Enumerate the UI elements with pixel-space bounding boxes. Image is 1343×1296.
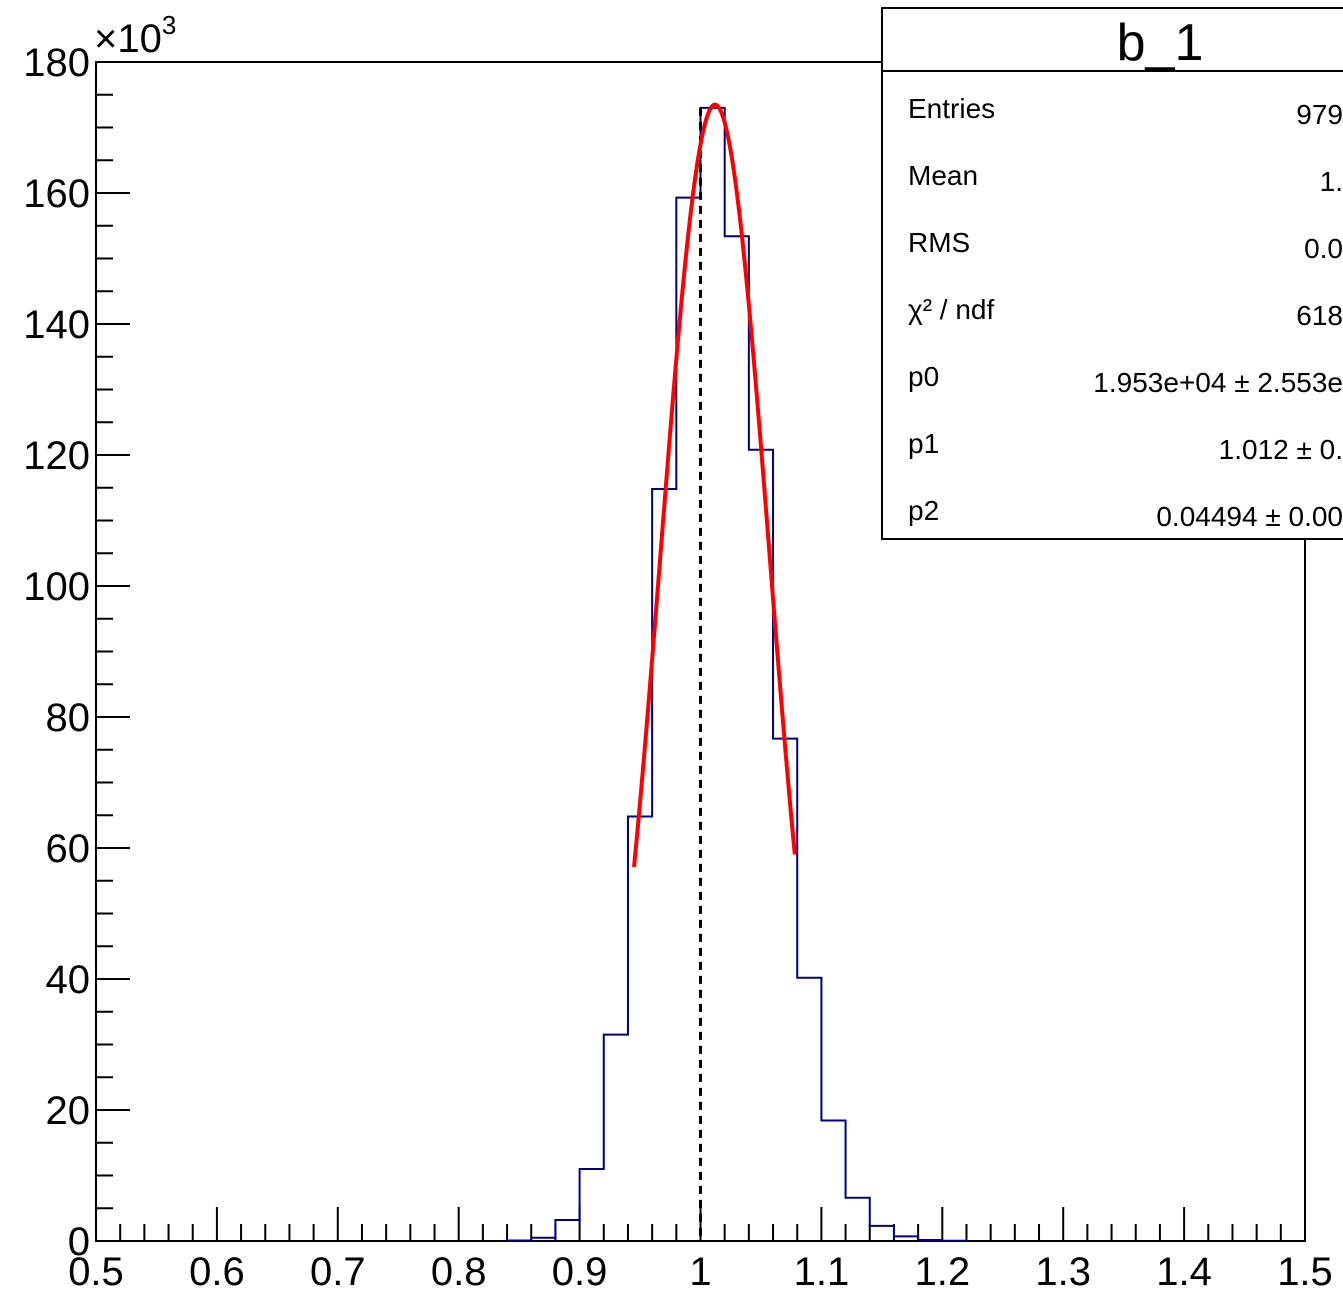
y-tick-label: 180 (23, 41, 90, 85)
stats-row-value: 1.012 ± 0. (1219, 434, 1343, 465)
y-tick-label: 80 (46, 696, 91, 740)
histogram-series (506, 106, 968, 1242)
y-tick-label: 60 (46, 827, 91, 871)
stats-row-label: Entries (908, 93, 995, 124)
stats-rows: Entries 979 Mean 1. RMS 0.0 χ² / ndf 618 p0 1.953… (908, 93, 1343, 532)
stats-box: b_1 Entries 979 Mean 1. RMS 0.0 χ² / ndf 618 p0 1… (881, 7, 1343, 540)
y-axis-ticks (96, 61, 130, 1242)
stats-row-value: 1. (1320, 166, 1343, 197)
y-tick-label: 120 (23, 434, 90, 478)
stats-row-label: Mean (908, 160, 978, 191)
y-axis-tick-labels: 0 20 40 60 80 100 120 140 160 180 (23, 41, 90, 1264)
y-tick-label: 20 (46, 1089, 91, 1133)
x-tick-label: 1.1 (794, 1250, 850, 1294)
x-tick-label: 0.6 (189, 1250, 245, 1294)
stats-row-value: 1.953e+04 ± 2.553e (1093, 367, 1343, 398)
x-axis-ticks (95, 1207, 1306, 1241)
x-tick-label: 1.5 (1277, 1250, 1333, 1294)
x-tick-label: 1.4 (1156, 1250, 1212, 1294)
stats-row-label: χ² / ndf (908, 294, 995, 325)
stats-row-value: 979 (1296, 99, 1343, 130)
x-axis-tick-labels: 0.5 0.6 0.7 0.8 0.9 1 1.1 1.2 1.3 1.4 1.5 (68, 1250, 1333, 1294)
histogram-step-line (506, 106, 968, 1242)
x-tick-label: 1.2 (914, 1250, 970, 1294)
stats-title: b_1 (1117, 14, 1204, 72)
x-tick-label: 0.7 (310, 1250, 366, 1294)
x-tick-label: 0.8 (431, 1250, 487, 1294)
gaussian-fit-curve (632, 102, 797, 868)
stats-row-value: 0.04494 ± 0.00 (1156, 501, 1343, 532)
y-tick-label: 140 (23, 303, 90, 347)
stats-row-label: p0 (908, 361, 939, 392)
x-tick-label: 0.5 (68, 1250, 124, 1294)
stats-box-frame (881, 7, 1343, 540)
y-multiplier-base: ×10 (94, 17, 162, 61)
stats-row-label: p2 (908, 495, 939, 526)
y-multiplier-label: ×103 (94, 10, 176, 61)
y-tick-label: 40 (46, 958, 91, 1002)
y-tick-label: 100 (23, 565, 90, 609)
stats-row-label: p1 (908, 428, 939, 459)
y-tick-label: 160 (23, 172, 90, 216)
y-multiplier-exponent: 3 (162, 10, 176, 40)
y-tick-label: 0 (68, 1220, 90, 1264)
stats-row-label: RMS (908, 227, 970, 258)
stats-row-value: 0.0 (1304, 233, 1343, 264)
x-tick-label: 1.3 (1035, 1250, 1091, 1294)
stats-row-value: 618 (1296, 300, 1343, 331)
x-tick-label: 0.9 (552, 1250, 608, 1294)
x-tick-label: 1 (689, 1250, 711, 1294)
